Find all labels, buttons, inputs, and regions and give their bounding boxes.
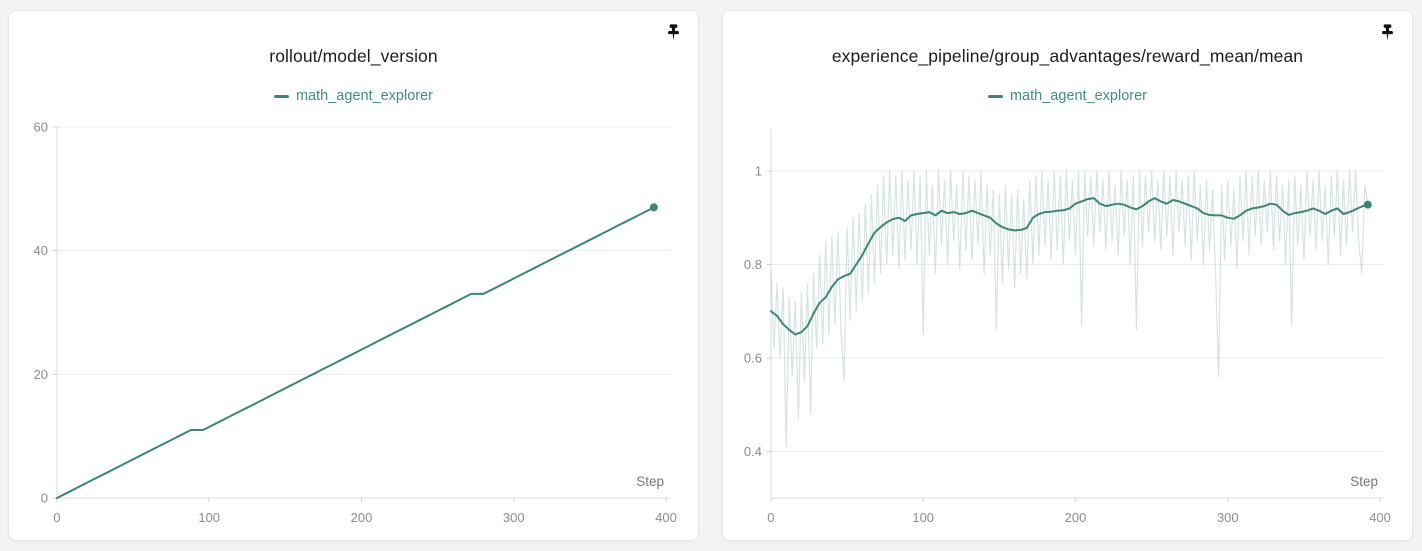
svg-text:Step: Step xyxy=(1350,474,1378,489)
legend: math_agent_explorer xyxy=(723,87,1412,105)
legend-run-name[interactable]: math_agent_explorer xyxy=(1009,88,1148,104)
svg-text:0.8: 0.8 xyxy=(744,257,762,272)
panel-model-version: rollout/model_version math_agent_explore… xyxy=(8,10,699,541)
pin-button[interactable] xyxy=(1377,23,1397,45)
svg-text:20: 20 xyxy=(34,367,48,382)
svg-text:60: 60 xyxy=(34,119,48,134)
svg-text:200: 200 xyxy=(351,510,373,525)
panel-reward-mean: experience_pipeline/group_advantages/rew… xyxy=(722,10,1413,541)
svg-text:0: 0 xyxy=(767,510,774,525)
reward-mean-chart[interactable]: 0.4 0.6 0.8 1 0 100 200 300 400 Step xyxy=(723,107,1412,531)
svg-text:0: 0 xyxy=(41,490,48,505)
svg-text:200: 200 xyxy=(1065,510,1087,525)
svg-text:400: 400 xyxy=(1369,510,1391,525)
svg-text:0.6: 0.6 xyxy=(744,350,762,365)
panel-title: rollout/model_version xyxy=(269,46,438,66)
legend-line-swatch xyxy=(273,94,289,98)
svg-text:400: 400 xyxy=(655,510,677,525)
svg-text:100: 100 xyxy=(912,510,934,525)
svg-text:Step: Step xyxy=(636,474,664,489)
pushpin-icon xyxy=(667,24,679,41)
pin-button[interactable] xyxy=(663,23,683,45)
svg-text:0: 0 xyxy=(53,510,60,525)
panel-title: experience_pipeline/group_advantages/rew… xyxy=(831,46,1304,66)
model-version-chart[interactable]: 0 20 40 60 0 100 200 300 400 Step xyxy=(9,107,698,531)
legend: math_agent_explorer xyxy=(9,87,698,105)
svg-text:300: 300 xyxy=(503,510,525,525)
pushpin-icon xyxy=(1381,24,1393,41)
legend-run-name[interactable]: math_agent_explorer xyxy=(295,88,434,104)
svg-text:300: 300 xyxy=(1217,510,1239,525)
svg-text:40: 40 xyxy=(34,243,48,258)
svg-text:100: 100 xyxy=(198,510,220,525)
legend-line-swatch xyxy=(987,94,1003,98)
svg-text:0.4: 0.4 xyxy=(744,444,762,459)
svg-text:1: 1 xyxy=(755,164,762,179)
